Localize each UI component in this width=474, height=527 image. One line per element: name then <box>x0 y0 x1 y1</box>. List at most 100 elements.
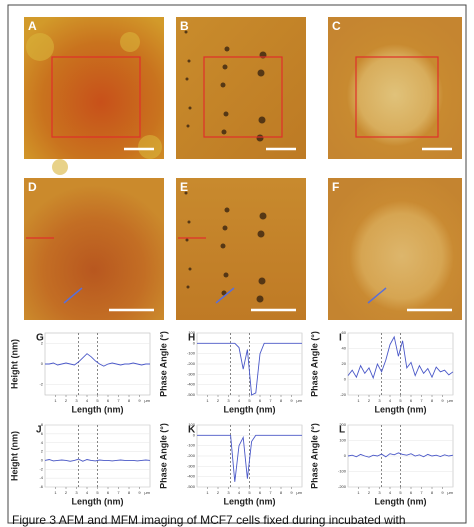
x-tick-label: 4 <box>238 490 241 495</box>
x-axis-label: Length (nm) <box>375 496 427 506</box>
y-tick-label: 100 <box>188 330 195 335</box>
x-tick-label: 9 <box>290 490 293 495</box>
x-tick-label: 5 <box>248 398 251 403</box>
y-tick-label: -200 <box>187 453 196 458</box>
y-tick-label: 0 <box>41 361 44 366</box>
profile-curve <box>347 452 454 458</box>
x-tick-label: 5 <box>399 490 402 495</box>
y-tick-label: 200 <box>339 422 346 427</box>
x-tick-label: 7 <box>117 490 120 495</box>
debris <box>222 64 228 70</box>
x-tick-label: 9 <box>138 490 141 495</box>
y-tick-label: 20 <box>342 361 347 366</box>
panel-label: B <box>180 19 189 33</box>
debris <box>223 272 229 278</box>
cell-feature <box>26 33 54 61</box>
x-unit: μm <box>447 398 453 403</box>
x-unit: μm <box>144 398 150 403</box>
debris <box>187 59 191 63</box>
y-axis-label: Phase Angle (°) <box>309 423 319 489</box>
x-tick-label: 3 <box>75 490 78 495</box>
x-tick-label: 4 <box>86 398 89 403</box>
x-tick-label: 4 <box>86 490 89 495</box>
x-tick-label: 6 <box>259 490 262 495</box>
x-tick-label: 3 <box>378 490 381 495</box>
y-tick-label: 0 <box>344 453 347 458</box>
cell-feature <box>138 135 162 159</box>
x-tick-label: 6 <box>410 490 413 495</box>
plot-area <box>44 424 151 488</box>
panel-label: G <box>36 333 44 344</box>
y-tick-label: 2 <box>41 340 44 345</box>
debris <box>220 82 226 88</box>
debris <box>188 267 192 271</box>
x-tick-label: 8 <box>431 490 434 495</box>
y-tick-label: -200 <box>338 484 347 489</box>
debris <box>224 207 230 213</box>
x-tick-label: 2 <box>217 490 220 495</box>
profile-curve <box>45 353 150 367</box>
panel-label: D <box>28 180 37 194</box>
afm-image <box>24 178 164 320</box>
roi-box <box>203 56 283 138</box>
x-tick-label: 8 <box>128 398 131 403</box>
roi-box <box>355 56 439 138</box>
y-tick-label: 0 <box>193 432 196 437</box>
debris <box>186 124 190 128</box>
y-tick-label: 0 <box>344 377 347 382</box>
afm-image <box>176 178 306 320</box>
x-unit: μm <box>144 490 150 495</box>
x-axis-label: Length (nm) <box>375 404 427 414</box>
debris <box>188 106 192 110</box>
debris <box>258 277 266 285</box>
x-tick-label: 2 <box>65 398 68 403</box>
x-tick-label: 6 <box>107 398 110 403</box>
y-tick-label: -300 <box>187 463 196 468</box>
x-tick-label: 2 <box>368 490 371 495</box>
panel-label: H <box>188 333 195 344</box>
panel-label: E <box>180 180 188 194</box>
y-axis-label: Height (nm) <box>9 431 19 481</box>
debris <box>257 230 265 238</box>
profile-line <box>367 287 387 304</box>
debris <box>221 129 227 135</box>
x-tick-label: 1 <box>54 490 57 495</box>
panel-label: F <box>332 180 339 194</box>
x-tick-label: 5 <box>248 490 251 495</box>
y-tick-label: -2 <box>39 382 43 387</box>
caption: Figure 3 AFM and MFM imaging of MCF7 cel… <box>12 513 406 527</box>
debris <box>223 111 229 117</box>
x-unit: μm <box>447 490 453 495</box>
x-tick-label: 4 <box>389 490 392 495</box>
y-axis-label: Phase Angle (°) <box>158 331 168 397</box>
debris <box>259 212 267 220</box>
x-unit: μm <box>296 490 302 495</box>
x-axis-label: Length (nm) <box>72 404 124 414</box>
debris <box>224 46 230 52</box>
debris <box>256 134 264 142</box>
x-tick-label: 1 <box>357 398 360 403</box>
x-axis-label: Length (nm) <box>72 496 124 506</box>
x-tick-label: 6 <box>259 398 262 403</box>
x-tick-label: 3 <box>75 398 78 403</box>
debris <box>184 191 188 195</box>
x-tick-label: 7 <box>420 398 423 403</box>
y-tick-label: -100 <box>187 443 196 448</box>
y-tick-label: 100 <box>188 422 195 427</box>
y-tick-label: -4 <box>39 475 43 480</box>
x-tick-label: 9 <box>290 398 293 403</box>
cell-feature <box>52 159 68 175</box>
afm-image <box>176 17 306 159</box>
y-tick-label: 100 <box>339 438 346 443</box>
panel-label: A <box>28 19 37 33</box>
x-tick-label: 1 <box>357 490 360 495</box>
y-tick-label: -500 <box>187 392 196 397</box>
profile-curve <box>44 458 151 462</box>
profile-curve <box>197 342 302 396</box>
debris <box>185 238 189 242</box>
y-tick-label: 40 <box>342 346 347 351</box>
afm-image <box>328 17 462 159</box>
debris <box>187 220 191 224</box>
panel-label: I <box>339 333 342 344</box>
